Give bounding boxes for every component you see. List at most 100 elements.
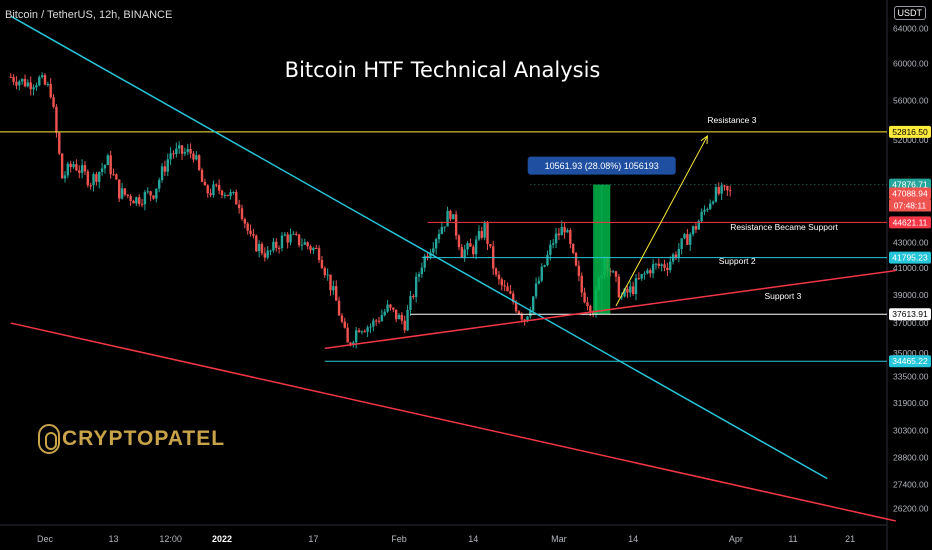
candle-body [426, 255, 429, 258]
candle [629, 281, 632, 298]
candle [40, 72, 44, 79]
candle-body [275, 241, 278, 249]
candle [649, 268, 652, 278]
candle [674, 251, 678, 261]
candle-body [386, 304, 389, 312]
candle [417, 271, 421, 282]
candle [206, 184, 209, 198]
candle [714, 184, 718, 203]
candle-body [192, 153, 195, 160]
candle [557, 227, 561, 240]
time-tick-label: Apr [729, 534, 743, 544]
candle [109, 150, 112, 179]
time-tick-label: Dec [37, 534, 54, 544]
currency-button[interactable]: USDT [893, 6, 926, 20]
candle [477, 225, 481, 241]
candle [243, 217, 247, 229]
candle [80, 159, 84, 179]
candle-body [637, 278, 641, 280]
candle-body [720, 185, 723, 194]
candle [377, 316, 381, 324]
candle [372, 318, 375, 332]
candle [177, 141, 181, 154]
candle [35, 82, 38, 91]
candle [300, 238, 304, 251]
candle [706, 207, 709, 213]
candle [49, 78, 52, 99]
candle [580, 272, 583, 297]
projection-arrow-line [615, 135, 708, 307]
time-tick-label: 13 [109, 534, 119, 544]
candle-body [297, 234, 301, 246]
candle [129, 193, 132, 207]
annotation-text: Support 2 [719, 256, 756, 266]
candle-body [52, 97, 55, 107]
candle [631, 281, 635, 296]
level-tag-label: 41795.23 [892, 253, 928, 263]
candle-body [86, 171, 90, 186]
candle-body [574, 252, 578, 266]
candle [158, 177, 161, 193]
candle-body [357, 330, 361, 333]
lower-red-line [10, 322, 896, 522]
candle-body [158, 179, 161, 189]
candle-body [517, 311, 521, 315]
candle-body [112, 174, 115, 176]
candle [452, 214, 455, 220]
measure-label-box [527, 156, 676, 175]
candle-body [409, 295, 412, 310]
candle-body [257, 244, 261, 252]
candle [691, 225, 695, 237]
candle [263, 247, 267, 262]
price-tick-label: 56000.00 [893, 95, 929, 105]
candle [434, 237, 438, 255]
candle-body [629, 286, 632, 293]
candle [729, 185, 732, 197]
candle [537, 276, 541, 285]
candle-body [372, 320, 375, 327]
candle [723, 184, 726, 191]
candle-body [317, 248, 321, 260]
candle [671, 252, 675, 265]
candle [86, 169, 90, 188]
candle [546, 250, 549, 267]
candle [295, 231, 298, 237]
candle-body [589, 305, 592, 313]
candle-body [486, 223, 489, 245]
level-tag-label: 34465.22 [892, 356, 928, 366]
candle [200, 167, 204, 183]
candle [260, 241, 264, 256]
candle-body [523, 319, 526, 322]
candle-body [466, 243, 469, 250]
countdown-tag [889, 199, 931, 212]
candle [226, 194, 229, 197]
candle-body [686, 234, 689, 245]
candle [15, 76, 18, 90]
candle [172, 150, 175, 159]
candle-body [689, 234, 692, 245]
candle-body [149, 191, 152, 196]
candle-body [143, 192, 147, 205]
candle [326, 268, 329, 281]
candle-body [123, 188, 127, 195]
candle [369, 323, 372, 334]
candle-body [232, 192, 235, 194]
candle [337, 296, 341, 316]
price-tick-label: 28800.00 [893, 453, 929, 463]
candle-body [440, 227, 444, 234]
candle [529, 306, 532, 319]
candle-body [312, 247, 315, 251]
candle-body [49, 83, 52, 98]
candle [583, 287, 586, 304]
candle-body [160, 166, 164, 180]
candle-body [669, 261, 672, 271]
candle [197, 154, 201, 172]
price-axis: 64000.00 60000.00 56000.00 52000.00 43000.00… [893, 24, 929, 514]
time-tick-label: 12:00 [159, 534, 182, 544]
candle [651, 259, 655, 279]
candle [489, 244, 492, 249]
candle-body [277, 248, 281, 250]
candle-body [323, 268, 326, 276]
candle-body [40, 75, 44, 78]
